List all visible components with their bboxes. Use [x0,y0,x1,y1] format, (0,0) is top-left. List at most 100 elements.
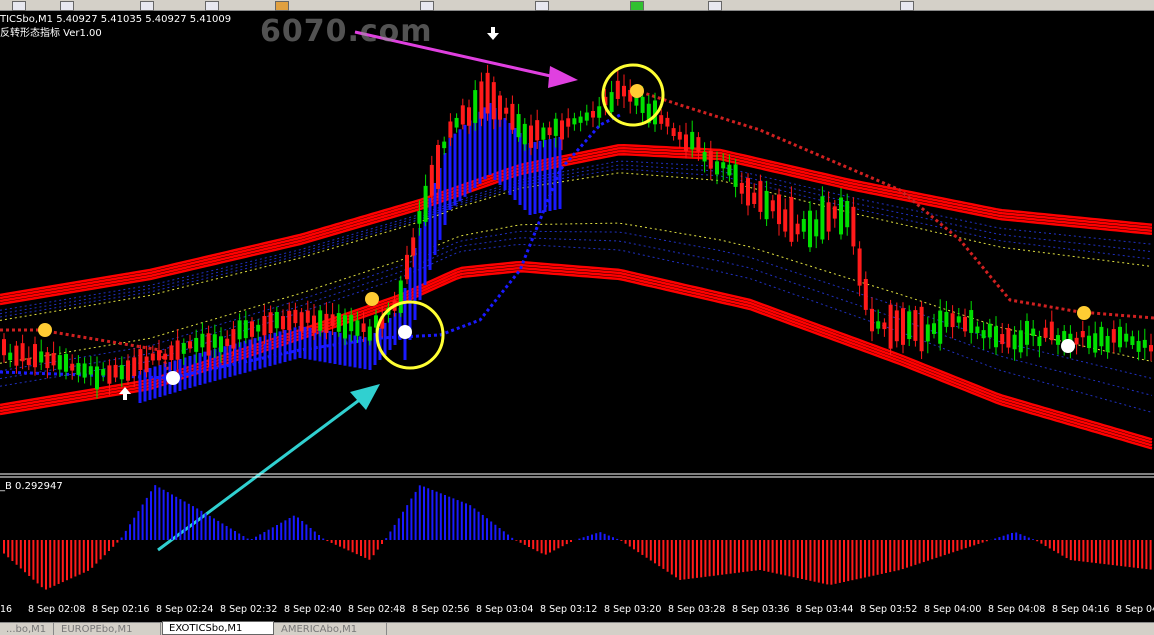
bull-candle [541,127,546,140]
bear-candle [622,85,626,97]
band-dotted-line [0,230,1153,379]
bear-candle [684,134,688,152]
chart-tab[interactable]: EUROPEbo,M1 [55,623,161,635]
time-axis-label: 8 Sep 03:52 [860,604,918,615]
chart-tab[interactable]: AMERICAbo,M1 [275,623,387,635]
bear-candle [163,353,168,360]
bear-candle [752,192,757,205]
bull-candle [1087,335,1091,349]
bear-candle [659,115,664,124]
bear-candle [498,95,502,120]
sell-signal-dot [38,323,52,337]
bull-candle [398,280,403,313]
bear-candle [547,127,552,136]
symbol-quote: TICSbo,M1 5.40927 5.41035 5.40927 5.4100… [0,14,232,25]
toolbar-button-icon[interactable] [12,1,26,11]
bear-candle [460,105,465,125]
bull-candle [367,326,372,341]
bull-candle [82,363,87,378]
bear-candle [1000,334,1005,345]
chart-tab[interactable]: EXOTICSbo,M1 [162,621,274,635]
bull-candle [88,366,93,375]
upper-band-line [0,146,1153,300]
time-axis-label: 8 Sep 02:56 [412,604,470,615]
toolbar-button-icon[interactable] [535,1,549,11]
bull-candle [417,211,422,224]
bull-candle [522,123,527,145]
bear-candle [535,120,540,141]
bear-candle [324,313,329,333]
toolbar-button-icon[interactable] [420,1,434,11]
sell-signal-dot [630,84,644,98]
toolbar-button-icon[interactable] [60,1,74,11]
bear-candle [708,150,713,169]
bull-candle [423,185,428,222]
bull-candle [956,316,961,323]
bull-candle [944,311,949,327]
bear-candle [739,182,744,194]
bear-candle [14,345,19,366]
bull-candle [318,310,323,331]
bear-candle [138,349,143,371]
bear-candle [857,248,862,286]
toolbar-button-icon[interactable] [708,1,722,11]
bear-candle [826,202,831,232]
bear-candle [293,309,298,324]
price-chart[interactable] [0,11,1154,600]
band-dotted-line [0,168,1153,318]
bear-candle [832,206,837,219]
bull-candle [1031,328,1036,336]
chart-tab[interactable]: ...bo,M1 [0,623,54,635]
bear-candle [566,118,571,127]
bear-candle [51,353,56,366]
toolbar-button-icon[interactable] [900,1,914,11]
bull-candle [1018,330,1023,353]
time-axis-label: 8 Sep 03:04 [476,604,534,615]
bear-candle [491,82,496,120]
bear-candle [1149,345,1153,352]
bear-candle [206,333,211,356]
bull-candle [95,366,99,390]
bear-candle [870,308,874,332]
bull-candle [609,92,614,112]
bull-candle [336,313,341,332]
bull-candle [1037,336,1042,347]
bull-candle [274,311,279,329]
time-axis-label: 16 [0,604,13,615]
toolbar-button-icon[interactable] [140,1,154,11]
bear-candle [919,306,924,352]
bear-candle [45,352,50,369]
indicator-name: 反转形态指标 Ver1.00 [0,28,102,39]
time-axis-label: 8 Sep 02:40 [284,604,342,615]
bear-candle [2,339,6,356]
chart-header: TICSbo,M1 5.40927 5.41035 5.40927 5.4100… [0,13,231,41]
upper-band-line [0,149,1153,303]
add-icon[interactable] [630,1,644,11]
bear-candle [510,103,515,130]
bull-candle [212,334,217,348]
bull-candle [1056,335,1060,345]
bull-candle [932,323,936,334]
toolbar-button-icon[interactable] [275,1,289,11]
time-axis-label: 8 Sep 02:24 [156,604,214,615]
bear-candle [126,360,130,381]
lower-band-line [0,263,1153,444]
bear-candle [677,131,682,140]
chart-canvas[interactable] [0,11,1154,600]
bull-candle [646,103,651,124]
bull-candle [925,324,930,342]
bear-candle [1006,328,1011,348]
bear-candle [330,314,335,327]
bull-candle [1142,339,1147,348]
toolbar-button-icon[interactable] [205,1,219,11]
bear-candle [429,164,434,196]
bear-candle [529,125,533,148]
bull-candle [634,95,639,106]
bull-candle [597,106,602,118]
annotation-arrowhead-magenta [548,66,578,88]
bull-candle [987,323,992,338]
buy-signal-dot [1061,339,1075,353]
time-axis-label: 8 Sep 03:44 [796,604,854,615]
bear-candle [789,196,794,242]
band-dotted-line [0,164,1153,315]
